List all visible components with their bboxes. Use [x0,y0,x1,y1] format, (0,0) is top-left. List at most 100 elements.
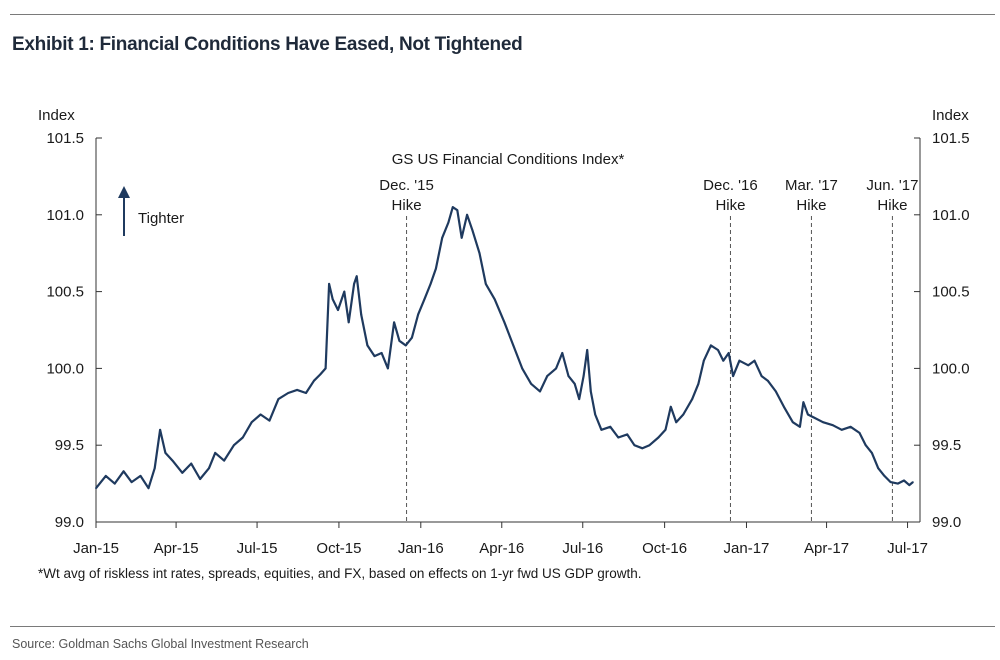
fci-data-point [387,367,389,370]
fci-data-point [171,459,174,462]
fci-data-point [871,452,873,454]
fci-data-point [546,375,549,377]
x-tick-label: Jul-16 [562,540,603,557]
fci-data-point [908,484,911,486]
fci-data-point [287,392,290,394]
fci-data-point [753,359,756,362]
fci-data-point [626,433,629,436]
fci-data-point [313,379,315,382]
fci-data-point [691,398,694,400]
fci-data-point [600,428,603,431]
fci-data-point [411,336,413,339]
fci-data-point [328,283,330,285]
y-tick-label-left: 101.5 [46,130,84,147]
hike-label-date: Dec. '16 [703,177,758,194]
fci-data-point [791,421,794,424]
fci-data-point [319,373,322,376]
fci-data-point [641,447,644,450]
fci-data-point [404,344,407,347]
fci-data-point [147,487,150,490]
y-tick-label-left: 99.5 [55,437,84,454]
x-tick-label: Jan-16 [398,540,444,557]
fci-data-point [223,459,226,462]
fci-data-point [190,462,193,465]
fci-data-point [296,389,298,391]
fci-data-point [113,482,116,485]
fci-data-point [305,392,307,394]
fci-data-point [355,275,358,278]
x-tick-label: Jan-17 [724,540,770,557]
fci-data-point [617,436,620,439]
fci-data-point [360,313,363,316]
fci-data-point [393,321,395,324]
fci-data-point [331,298,334,301]
fci-data-point [633,444,636,447]
fci-data-point [883,475,886,477]
fci-data-point [214,452,217,454]
fci-data-point [324,367,327,370]
fci-data-point [567,375,570,377]
fci-data-point [153,467,156,470]
fci-data-point [521,367,524,370]
fci-data-point [722,359,725,362]
fci-data-point [104,475,107,477]
fci-data-point [710,344,712,347]
fci-data-point [555,367,557,370]
fci-data-point [398,339,401,342]
fci-data-point [139,475,142,477]
fci-data-point [896,482,899,485]
y-tick-label-left: 99.0 [55,514,84,531]
fci-data-point [466,213,468,216]
hike-label-text: Hike [877,197,907,214]
exhibit-title: Exhibit 1: Financial Conditions Have Eas… [12,34,523,55]
fci-data-point [889,481,892,483]
y-axis-label-right: Index [932,107,969,124]
fci-data-point [799,425,801,428]
fci-data-point [380,352,383,354]
fci-data-point [343,290,346,293]
y-tick-label-left: 100.0 [46,360,84,377]
hike-label-date: Mar. '17 [785,177,838,194]
fci-data-point [484,283,487,285]
fci-data-point [512,344,515,347]
y-axis-label-left: Index [38,107,75,124]
fci-data-point [122,470,125,473]
fci-data-point [864,444,867,447]
fci-data-point [664,428,667,431]
fci-data-point [435,267,437,270]
fci-data-point [578,398,581,400]
x-tick-label: Jul-15 [237,540,278,557]
x-tick-label: Oct-15 [316,540,361,557]
fci-data-point [130,481,133,483]
hike-label-text: Hike [392,197,422,214]
fci-data-point [429,283,432,285]
fci-data-point [456,209,459,212]
y-tick-label-right: 101.0 [932,207,970,224]
fci-data-point [337,309,339,311]
y-tick-label-right: 99.5 [932,437,961,454]
chart-title: GS US Financial Conditions Index* [392,151,625,168]
fci-data-point [697,382,700,385]
fci-data-point [447,221,450,224]
fci-data-point [783,405,785,408]
fci-data-point [503,321,506,324]
y-tick-label-right: 99.0 [932,514,961,531]
fci-data-point [594,413,597,416]
fci-data-point [727,352,730,354]
fci-data-point [586,349,589,351]
y-tick-label-right: 101.5 [932,130,970,147]
y-tick-label-left: 101.0 [46,207,84,224]
fci-data-point [441,236,444,239]
fci-data-point [181,471,184,474]
fci-data-point [903,479,905,482]
fci-series-line [95,206,914,490]
fci-data-point [471,229,474,232]
fci-data-point [669,405,672,408]
fci-data-point [682,413,685,416]
x-tick-label: Apr-15 [154,540,199,557]
fci-data-point [530,382,532,385]
fci-data-point [539,390,541,393]
fci-data-point [702,359,705,362]
fci-data-point [259,413,262,416]
fci-data-point [347,321,350,324]
